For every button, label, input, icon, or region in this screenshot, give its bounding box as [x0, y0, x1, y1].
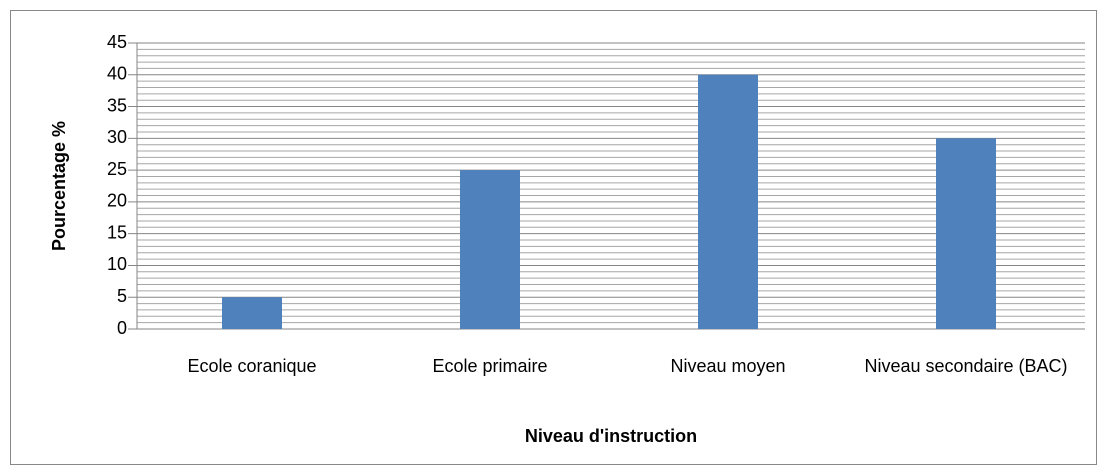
y-tick-label: 35 [107, 95, 127, 115]
x-tick-label: Niveau secondaire (BAC) [864, 356, 1068, 376]
bar [460, 170, 520, 329]
bar [698, 74, 758, 330]
y-tick-label: 0 [117, 318, 127, 338]
x-tick-label: Niveau moyen [670, 356, 786, 376]
y-tick-label: 40 [107, 64, 127, 84]
chart-border [10, 10, 1097, 465]
y-tick-label: 20 [107, 191, 127, 211]
y-tick-label: 5 [117, 286, 127, 306]
bar [222, 297, 282, 329]
y-tick-label: 45 [107, 32, 127, 52]
y-axis-title: Pourcentage % [49, 121, 69, 251]
x-tick-label: Ecole primaire [432, 356, 548, 376]
bar [936, 138, 996, 329]
x-axis-title: Niveau d'instruction [525, 426, 697, 446]
y-tick-label: 15 [107, 222, 127, 242]
y-tick-label: 10 [107, 254, 127, 274]
y-tick-label: 25 [107, 159, 127, 179]
y-tick-label: 30 [107, 127, 127, 147]
x-tick-label: Ecole coranique [187, 356, 317, 376]
